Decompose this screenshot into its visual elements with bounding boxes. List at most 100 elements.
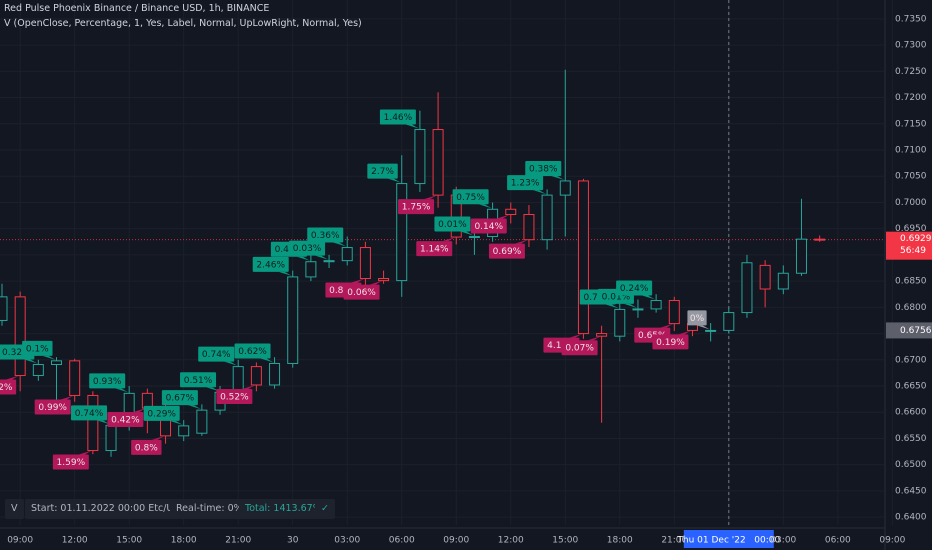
candle-body <box>523 214 535 241</box>
candle-body <box>759 264 771 290</box>
change-label-pointer <box>605 304 619 309</box>
status-start: Start: 01.11.2022 00:00 Etc/UTC <box>25 499 192 519</box>
change-label-bg <box>367 163 398 179</box>
change-label: 0.67% <box>166 394 195 404</box>
x-tick-label: 12:00 <box>498 536 524 546</box>
change-label-pointer <box>78 450 92 455</box>
status-v[interactable]: V <box>5 499 24 519</box>
change-label-pointer <box>260 358 274 363</box>
x-tick-label: 03:00 <box>770 536 796 546</box>
candle-body <box>596 333 608 337</box>
change-label-pointer <box>587 336 601 341</box>
change-label: 0.32% <box>2 348 31 358</box>
change-label-pointer <box>296 256 310 261</box>
change-label-bg <box>143 405 180 421</box>
change-label-bg <box>470 218 507 234</box>
change-label: 0.14% <box>474 222 503 232</box>
candle-body <box>468 236 480 239</box>
y-tick-label: 0.7350 <box>895 14 927 24</box>
change-label-pointer <box>206 387 220 392</box>
change-label: 0.06% <box>347 288 376 298</box>
change-label-pointer <box>460 231 474 236</box>
change-label-bg <box>131 439 162 455</box>
y-tick-label: 0.7100 <box>895 146 927 156</box>
candle-body <box>705 329 717 332</box>
candle-body <box>323 260 335 263</box>
change-label-bg <box>434 216 471 232</box>
x-tick-label: 30 <box>287 536 299 546</box>
x-tick-label: 18:00 <box>607 536 633 546</box>
change-label-pointer <box>442 237 456 242</box>
change-label-bg <box>379 109 416 125</box>
change-label-pointer <box>242 384 256 389</box>
change-label-bg <box>34 399 71 415</box>
x-tick-label: 21:00 <box>661 536 687 546</box>
change-label-bg <box>234 343 271 359</box>
x-tick-label: 15:00 <box>116 536 142 546</box>
candle-body <box>51 360 63 366</box>
change-label: 2.7% <box>371 167 394 177</box>
change-label: 0.29% <box>147 409 176 419</box>
x-tick-label: 15:00 <box>552 536 578 546</box>
change-label-pointer <box>42 355 56 360</box>
change-label: 2.46% <box>256 260 285 270</box>
candle-body <box>359 247 371 279</box>
y-tick-label: 0.6650 <box>895 382 927 392</box>
change-label-bg <box>343 284 380 300</box>
candle-body <box>414 129 426 185</box>
y-tick-label: 0.6850 <box>895 277 927 287</box>
change-label: 0.42% <box>111 416 140 426</box>
change-label: 1.75% <box>402 203 431 213</box>
status-total: Total: 1413.67% <box>239 499 328 519</box>
y-tick-label: 0.7150 <box>895 119 927 129</box>
change-label-bg <box>525 160 562 176</box>
change-label: 0.93% <box>93 377 122 387</box>
change-label-pointer <box>351 278 365 283</box>
marked-price-label: 0.6756 <box>900 326 932 336</box>
candle-body <box>577 180 589 335</box>
change-label-pointer <box>478 204 492 209</box>
change-label-pointer <box>115 388 129 393</box>
change-label: 1.59% <box>57 458 86 468</box>
indicator-title: V (OpenClose, Percentage, 1, Yes, Label,… <box>4 18 362 29</box>
y-tick-label: 0.6950 <box>895 224 927 234</box>
change-label: 0.74% <box>75 409 104 419</box>
change-label-bg <box>89 373 126 389</box>
x-tick-label: 09:00 <box>879 536 905 546</box>
countdown-label: 56:49 <box>900 246 926 256</box>
change-label-bg <box>488 243 525 259</box>
candle-body <box>305 261 317 278</box>
change-label: 1.46% <box>384 113 413 123</box>
candle-body <box>232 366 244 393</box>
candle-body <box>741 262 753 314</box>
change-label: 0% <box>690 314 705 324</box>
change-label-pointer <box>369 280 383 285</box>
change-label: 0.62% <box>238 347 267 357</box>
y-tick-label: 0.6800 <box>895 303 927 313</box>
status-check[interactable]: ✓ <box>315 499 335 519</box>
x-tick-label: 06:00 <box>389 536 415 546</box>
candle-body <box>250 366 262 386</box>
change-label: 0.24% <box>620 284 649 294</box>
change-label-pointer <box>551 175 565 180</box>
y-tick-label: 0.6600 <box>895 408 927 418</box>
candle-body <box>14 296 26 377</box>
candle-body <box>378 277 390 282</box>
change-label-bg <box>0 379 17 395</box>
change-label: 0.01% <box>602 292 631 302</box>
x-tick-label: 03:00 <box>334 536 360 546</box>
candle-body <box>141 392 153 409</box>
change-label: 0.75% <box>456 193 485 203</box>
last-price-bg <box>886 231 932 260</box>
y-tick-label: 0.7050 <box>895 172 927 182</box>
candle-body <box>432 129 444 196</box>
change-label: 0.03% <box>293 244 322 254</box>
change-label-bg <box>161 390 198 406</box>
change-label-pointer <box>60 395 74 400</box>
change-label-pointer <box>224 361 238 366</box>
candle-body <box>505 208 517 216</box>
change-label-bg <box>561 340 598 356</box>
change-label: 2.22% <box>0 383 13 393</box>
change-label-bg <box>22 340 53 356</box>
change-label-bg <box>507 175 544 191</box>
